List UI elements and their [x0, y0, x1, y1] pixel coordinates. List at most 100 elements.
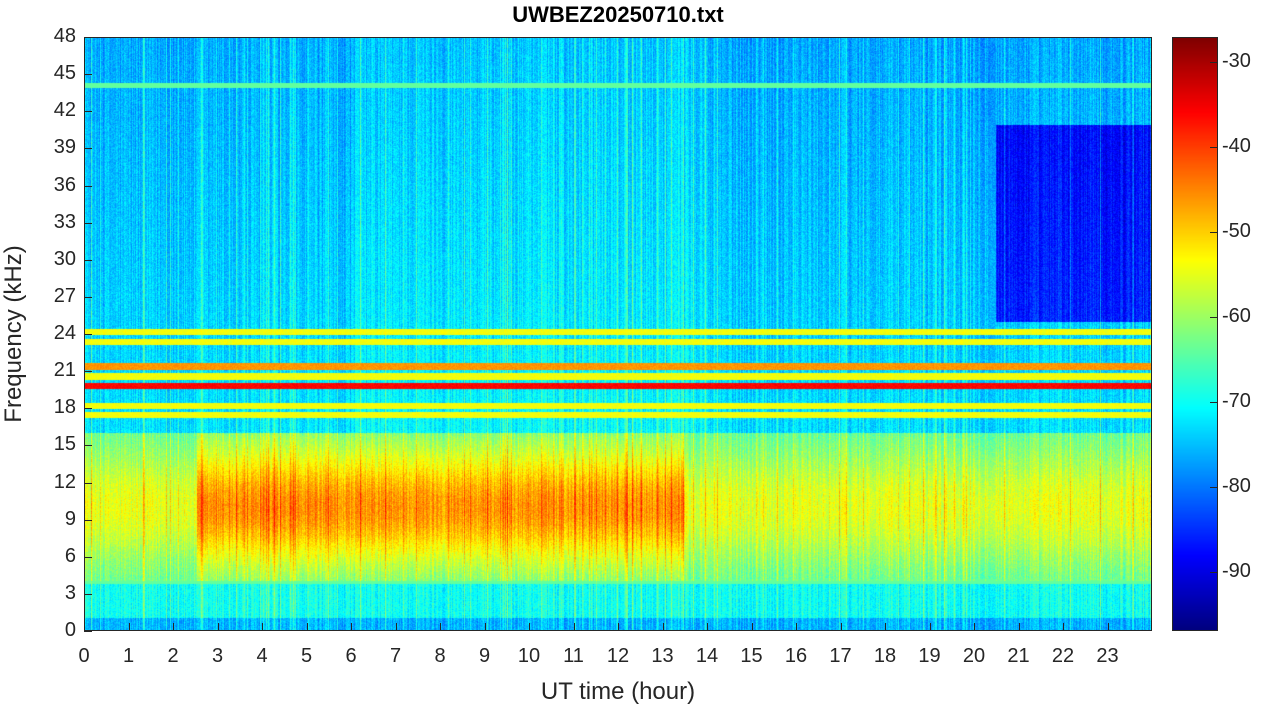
y-tick-mark: [84, 74, 92, 76]
x-tick-mark: [173, 623, 174, 631]
x-tick-mark: [217, 623, 219, 631]
y-tick-label: 45: [53, 62, 76, 85]
y-tick-label: 15: [53, 433, 76, 456]
spectrogram-heatmap: [85, 38, 1151, 630]
x-tick-label: 5: [300, 645, 313, 667]
x-tick-label: 9: [478, 645, 491, 667]
y-tick-mark: [84, 593, 92, 595]
x-tick-mark: [796, 623, 797, 631]
x-tick-mark: [351, 623, 352, 631]
colorbar-tick-mark: [1210, 317, 1217, 319]
y-tick-mark: [84, 148, 92, 150]
spectrogram-plot-area: [84, 37, 1152, 631]
colorbar-tick-mark: [1210, 401, 1217, 403]
colorbar-tick-label: -50: [1222, 220, 1251, 243]
x-tick-label: 21: [1007, 645, 1030, 667]
colorbar-tick-mark: [1210, 232, 1217, 234]
y-tick-mark: [84, 185, 92, 187]
y-tick-mark: [84, 296, 92, 298]
y-tick-mark: [84, 556, 92, 558]
y-tick-mark: [84, 334, 92, 335]
x-tick-label: 15: [740, 645, 763, 667]
colorbar-tick-label: -70: [1222, 389, 1251, 412]
x-tick-label: 4: [256, 645, 268, 667]
x-tick-mark: [84, 623, 85, 631]
x-tick-mark: [662, 623, 664, 631]
x-tick-label: 18: [873, 645, 897, 667]
y-tick-label: 24: [53, 322, 76, 344]
chart-title: UWBEZ20250710.txt: [512, 2, 724, 27]
x-tick-label: 11: [563, 645, 584, 667]
y-tick-mark: [84, 631, 92, 632]
x-tick-label: 13: [651, 645, 674, 667]
y-tick-mark: [84, 482, 92, 484]
x-tick-mark: [707, 623, 708, 631]
x-tick-label: 19: [918, 645, 941, 667]
x-tick-mark: [395, 623, 397, 631]
x-tick-mark: [929, 623, 931, 631]
y-tick-label: 9: [64, 507, 76, 530]
x-tick-label: 3: [211, 645, 224, 667]
x-tick-mark: [840, 623, 842, 631]
y-tick-label: 12: [53, 470, 76, 493]
y-tick-label: 3: [64, 581, 76, 604]
x-axis-label: UT time (hour): [540, 678, 696, 705]
y-tick-label: 42: [53, 99, 76, 122]
x-tick-mark: [1107, 623, 1109, 631]
x-tick-label: 12: [606, 645, 630, 667]
x-tick-label: 14: [695, 645, 719, 667]
y-tick-label: 33: [53, 210, 76, 233]
y-tick-mark: [84, 111, 92, 113]
colorbar-tick-label: -90: [1222, 559, 1251, 582]
colorbar-gradient: [1173, 38, 1217, 630]
x-tick-label: 2: [167, 645, 179, 667]
y-tick-label: 27: [53, 284, 76, 307]
x-tick-mark: [440, 623, 441, 631]
colorbar-tick-label: -30: [1222, 50, 1251, 73]
colorbar-tick-mark: [1210, 147, 1217, 149]
y-tick-mark: [84, 519, 92, 521]
x-tick-mark: [262, 623, 263, 631]
x-tick-mark: [529, 623, 530, 631]
y-tick-label: 30: [53, 247, 76, 270]
colorbar-tick-label: -60: [1222, 305, 1251, 328]
x-tick-mark: [306, 623, 308, 631]
x-tick-label: 6: [345, 645, 357, 667]
x-tick-mark: [751, 623, 753, 631]
x-tick-mark: [573, 623, 575, 631]
y-tick-label: 48: [53, 25, 76, 47]
colorbar-tick-mark: [1210, 571, 1217, 573]
y-tick-mark: [84, 37, 92, 38]
y-tick-mark: [84, 408, 92, 410]
x-tick-mark: [885, 623, 886, 631]
y-tick-mark: [84, 371, 92, 373]
y-tick-label: 36: [53, 173, 76, 196]
y-tick-label: 0: [64, 619, 76, 641]
y-tick-label: 39: [53, 136, 76, 159]
x-tick-mark: [974, 623, 975, 631]
colorbar-tick-label: -80: [1222, 474, 1251, 497]
x-tick-label: 23: [1096, 645, 1119, 667]
colorbar-tick-label: -40: [1222, 135, 1251, 158]
y-tick-label: 21: [53, 359, 76, 382]
x-tick-label: 1: [122, 645, 135, 667]
x-tick-mark: [484, 623, 486, 631]
x-tick-label: 20: [962, 645, 986, 667]
x-tick-label: 17: [829, 645, 852, 667]
y-tick-mark: [84, 445, 92, 447]
y-tick-mark: [84, 222, 92, 224]
y-axis-label: Frequency (kHz): [0, 245, 27, 423]
x-tick-mark: [1018, 623, 1020, 631]
x-tick-mark: [618, 623, 619, 631]
y-tick-label: 6: [64, 544, 76, 567]
x-tick-label: 10: [517, 645, 541, 667]
x-tick-label: 22: [1051, 645, 1075, 667]
x-tick-mark: [128, 623, 130, 631]
colorbar: [1172, 37, 1218, 631]
x-tick-mark: [1063, 623, 1064, 631]
colorbar-tick-mark: [1210, 62, 1217, 64]
x-tick-label: 8: [434, 645, 446, 667]
y-tick-label: 18: [53, 396, 76, 419]
x-tick-label: 0: [78, 645, 90, 667]
colorbar-tick-mark: [1210, 486, 1217, 488]
